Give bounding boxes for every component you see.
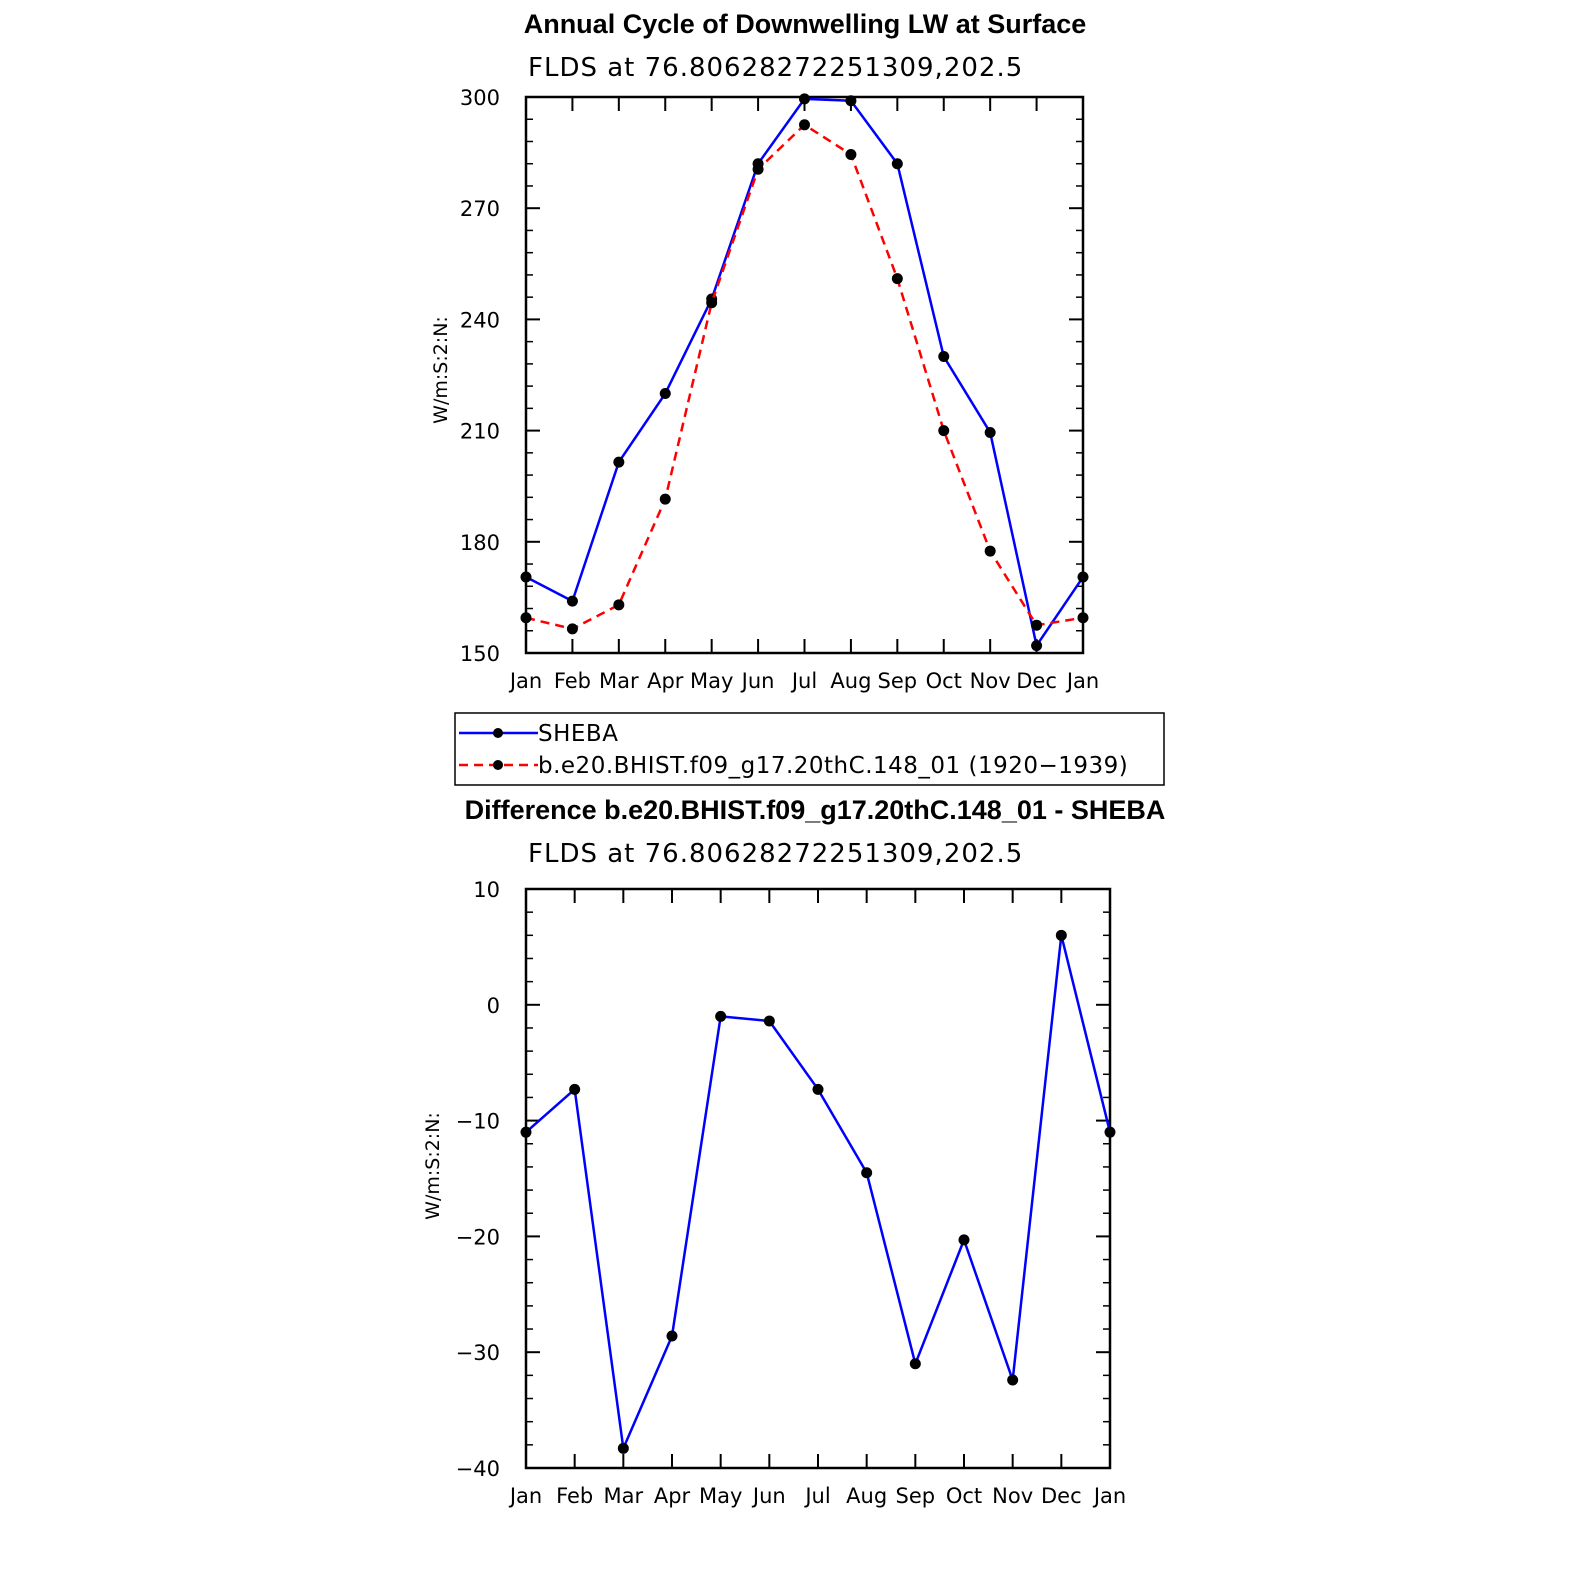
data-point — [1031, 619, 1043, 631]
data-point — [666, 1330, 678, 1342]
x-tick-label: May — [690, 669, 733, 693]
x-tick-label: Nov — [992, 1484, 1033, 1508]
data-point — [812, 1083, 824, 1095]
data-point — [715, 1010, 727, 1022]
data-point — [984, 545, 996, 557]
legend-label-model: b.e20.BHIST.f09_g17.20thC.148_01 (1920−1… — [538, 753, 1128, 779]
y-tick-label: 0 — [487, 994, 500, 1018]
tick-labels: Jan Feb Mar Apr May Jun Jul Aug Sep Oct Nov Dec Jan 1… — [460, 86, 1099, 693]
chart-subtitle: FLDS at 76.80628272251309,202.5 — [528, 839, 1023, 869]
x-tick-label: Jun — [740, 669, 775, 693]
x-tick-label: Jan — [508, 1484, 542, 1508]
y-tick-label: 270 — [460, 197, 500, 221]
legend-box — [454, 712, 1165, 786]
axes-frame — [524, 887, 1112, 1470]
y-tick-label: −30 — [456, 1341, 500, 1365]
x-tick-label: Oct — [946, 1484, 982, 1508]
y-tick-label: −10 — [456, 1110, 500, 1134]
y-tick-label: 180 — [460, 531, 500, 555]
data-point — [1077, 612, 1089, 624]
data-point — [706, 297, 718, 309]
plot-border — [524, 95, 1085, 655]
legend-label-sheba: SHEBA — [538, 721, 618, 747]
y-axis-label: W/m:S:2:N: — [430, 316, 452, 424]
x-tick-label: Aug — [830, 669, 871, 693]
chart-title: Difference b.e20.BHIST.f09_g17.20thC.148… — [465, 795, 1166, 825]
data-point — [659, 493, 671, 505]
data-point — [763, 1015, 775, 1027]
data-point — [799, 93, 810, 105]
y-tick-label: −40 — [456, 1457, 500, 1481]
series-line-1 — [525, 123, 1084, 631]
data-point — [958, 1234, 970, 1246]
y-tick-label: 210 — [460, 420, 500, 444]
legend: SHEBA b.e20.BHIST.f09_g17.20thC.148_01 (… — [454, 712, 1165, 786]
y-tick-label: 300 — [460, 86, 500, 110]
series-line-0 — [525, 934, 1112, 1450]
x-tick-label: Jan — [1092, 1484, 1126, 1508]
y-tick-label: −20 — [456, 1225, 500, 1249]
chart-subtitle: FLDS at 76.80628272251309,202.5 — [528, 53, 1023, 83]
data-point — [891, 158, 903, 170]
series-layer — [520, 93, 1089, 652]
data-point — [861, 1167, 873, 1179]
axes-frame — [524, 95, 1085, 655]
x-tick-label: Jan — [508, 669, 542, 693]
x-tick-label: Jul — [790, 669, 817, 693]
data-point — [566, 595, 578, 607]
x-tick-label: Mar — [599, 669, 639, 693]
x-tick-label: Dec — [1041, 1484, 1082, 1508]
data-point — [613, 599, 625, 611]
data-point — [1104, 1126, 1116, 1138]
data-point — [909, 1358, 921, 1370]
data-point — [799, 119, 810, 131]
y-tick-label: 240 — [460, 308, 500, 332]
chart-annual-cycle: Annual Cycle of Downwelling LW at Surfac… — [430, 9, 1099, 693]
data-point — [566, 623, 578, 635]
data-point — [520, 571, 532, 583]
x-tick-label: Apr — [647, 669, 684, 693]
y-tick-label: 150 — [460, 642, 500, 666]
x-tick-label: Sep — [896, 1484, 936, 1508]
legend-marker-model — [493, 760, 503, 770]
legend-marker-sheba — [493, 728, 503, 738]
data-point — [891, 273, 903, 285]
data-point — [569, 1083, 581, 1095]
data-point — [1007, 1374, 1019, 1386]
data-point — [1055, 929, 1067, 941]
data-point — [1031, 640, 1043, 652]
data-point — [938, 425, 950, 437]
chart-difference: Difference b.e20.BHIST.f09_g17.20thC.148… — [422, 795, 1165, 1508]
x-tick-label: Apr — [654, 1484, 691, 1508]
data-point — [845, 95, 857, 107]
x-tick-label: Sep — [878, 669, 918, 693]
series-layer — [520, 929, 1116, 1454]
data-point — [617, 1442, 629, 1454]
x-tick-label: Feb — [556, 1484, 593, 1508]
y-axis-label: W/m:S:2:N: — [422, 1112, 444, 1220]
x-tick-label: Oct — [926, 669, 962, 693]
x-tick-label: Aug — [846, 1484, 887, 1508]
x-tick-label: Feb — [554, 669, 591, 693]
y-tick-label: 10 — [473, 878, 500, 902]
data-point — [613, 456, 625, 468]
x-tick-label: Mar — [604, 1484, 644, 1508]
x-tick-label: Jun — [751, 1484, 786, 1508]
chart-title: Annual Cycle of Downwelling LW at Surfac… — [524, 9, 1087, 39]
data-point — [1077, 571, 1089, 583]
x-tick-label: Jan — [1065, 669, 1099, 693]
data-point — [845, 148, 857, 160]
data-point — [520, 1126, 532, 1138]
tick-labels: Jan Feb Mar Apr May Jun Jul Aug Sep Oct Nov Dec Jan−… — [456, 878, 1127, 1508]
x-tick-label: Jul — [803, 1484, 830, 1508]
data-point — [938, 350, 950, 362]
x-tick-label: May — [699, 1484, 742, 1508]
x-tick-label: Nov — [970, 669, 1011, 693]
data-point — [984, 426, 996, 438]
data-point — [520, 612, 532, 624]
data-point — [659, 388, 671, 400]
x-tick-label: Dec — [1016, 669, 1057, 693]
data-point — [752, 163, 764, 175]
